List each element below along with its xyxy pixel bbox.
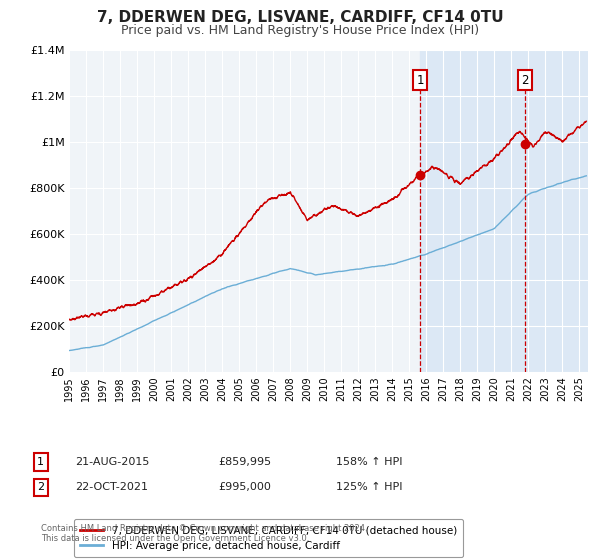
- Bar: [421, 50, 588, 372]
- Text: 7, DDERWEN DEG, LISVANE, CARDIFF, CF14 0TU: 7, DDERWEN DEG, LISVANE, CARDIFF, CF14 0…: [97, 10, 503, 25]
- Text: 125% ↑ HPI: 125% ↑ HPI: [336, 482, 403, 492]
- Text: Contains HM Land Registry data © Crown copyright and database right 2024.: Contains HM Land Registry data © Crown c…: [41, 524, 367, 533]
- Text: This data is licensed under the Open Government Licence v3.0.: This data is licensed under the Open Gov…: [41, 534, 309, 543]
- Text: Price paid vs. HM Land Registry's House Price Index (HPI): Price paid vs. HM Land Registry's House …: [121, 24, 479, 36]
- Text: £859,995: £859,995: [218, 457, 271, 467]
- Text: 2: 2: [521, 74, 529, 87]
- Text: 22-OCT-2021: 22-OCT-2021: [76, 482, 149, 492]
- Text: 1: 1: [37, 457, 44, 467]
- Legend: 7, DDERWEN DEG, LISVANE, CARDIFF, CF14 0TU (detached house), HPI: Average price,: 7, DDERWEN DEG, LISVANE, CARDIFF, CF14 0…: [74, 519, 463, 557]
- Text: 158% ↑ HPI: 158% ↑ HPI: [336, 457, 403, 467]
- Text: £995,000: £995,000: [218, 482, 271, 492]
- Text: 1: 1: [416, 74, 424, 87]
- Text: 2: 2: [37, 482, 44, 492]
- Text: 21-AUG-2015: 21-AUG-2015: [76, 457, 150, 467]
